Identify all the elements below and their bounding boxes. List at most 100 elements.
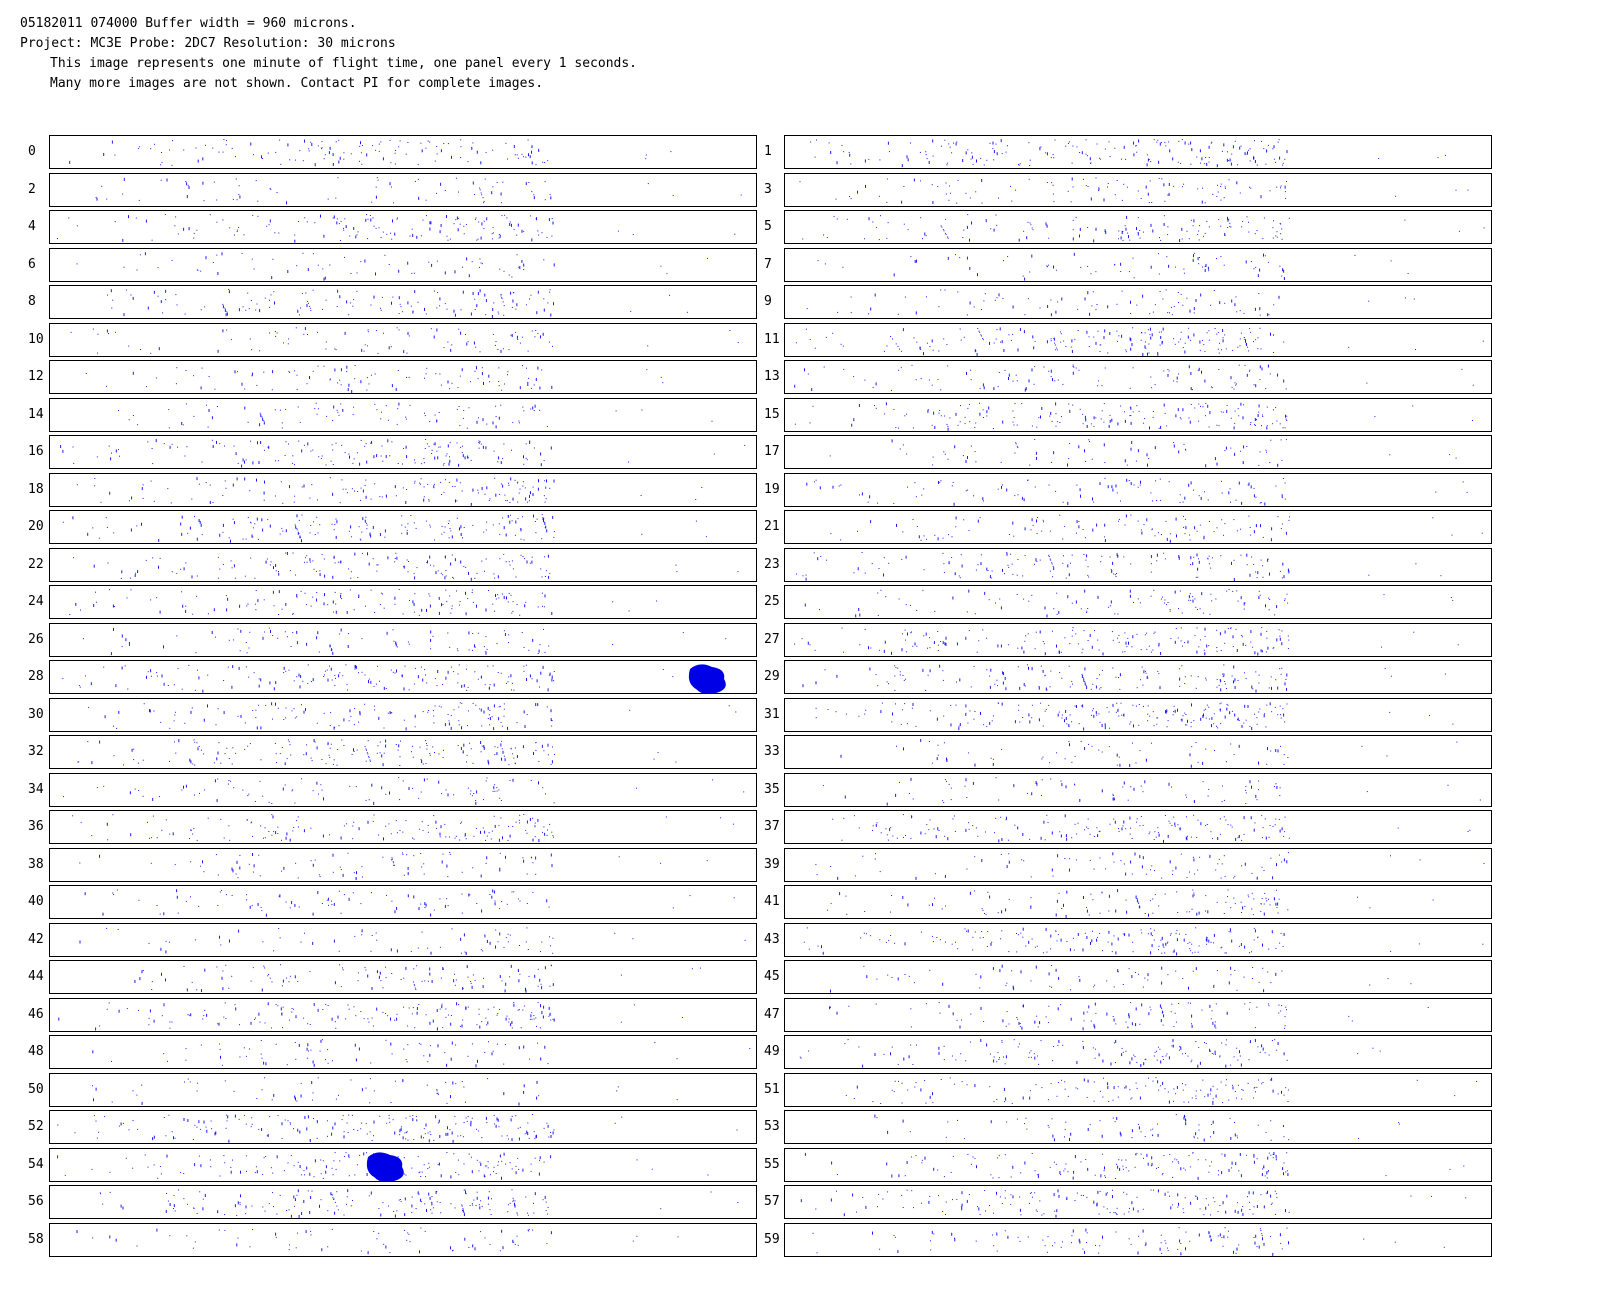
- particle-dot: [507, 839, 509, 841]
- particle-dot: [1082, 422, 1084, 424]
- particle-dot: [461, 490, 463, 491]
- particle-dot: [541, 744, 543, 748]
- particle-dot: [337, 749, 339, 750]
- particle-dot: [317, 630, 319, 634]
- particle-dot: [893, 408, 895, 410]
- particle-dot: [263, 421, 265, 424]
- particle-dot: [1093, 239, 1095, 243]
- particle-dot: [615, 409, 617, 411]
- particle-dot: [1218, 352, 1220, 354]
- particle-dot: [1274, 824, 1276, 826]
- particle-dot: [1118, 230, 1120, 232]
- particle-dot: [1116, 179, 1118, 181]
- particle-dot: [1193, 814, 1195, 816]
- particle-dot: [1253, 828, 1255, 832]
- particle-dot: [1232, 145, 1234, 149]
- particle-dot: [368, 383, 370, 385]
- particle-dot: [228, 825, 230, 827]
- particle-dot: [137, 762, 139, 764]
- particle-dot: [1103, 335, 1105, 339]
- particle-dot: [369, 759, 371, 761]
- particle-dot: [106, 198, 108, 200]
- particle-dot: [1147, 158, 1149, 162]
- particle-dot: [853, 417, 855, 421]
- particle-dot: [374, 482, 376, 484]
- particle-dot: [1142, 422, 1144, 424]
- particle-dot: [271, 275, 273, 279]
- particle-dot: [553, 302, 554, 306]
- particle-dot: [521, 259, 523, 263]
- particle-dot: [1136, 633, 1138, 635]
- particle-dot: [1033, 345, 1035, 349]
- particle-dot: [515, 576, 517, 577]
- particle-dot: [183, 785, 184, 789]
- particle-dot: [498, 381, 500, 382]
- particle-dot: [965, 777, 967, 781]
- particle-dot: [199, 520, 201, 524]
- particle-dot: [1407, 272, 1409, 274]
- particle-dot: [1013, 424, 1015, 425]
- particle-dot: [1112, 794, 1114, 796]
- particle-dot: [499, 557, 501, 559]
- particle-dot: [1179, 677, 1181, 681]
- particle-dot: [982, 337, 984, 339]
- particle-dot: [1150, 562, 1152, 564]
- particle-dot: [445, 788, 447, 790]
- particle-dot: [1158, 673, 1160, 675]
- particle-dot: [1124, 225, 1126, 227]
- particle-dot: [529, 674, 531, 678]
- particle-dot: [970, 369, 971, 371]
- particle-dot: [278, 572, 280, 576]
- particle-dot: [433, 443, 435, 445]
- particle-dot: [914, 641, 916, 645]
- particle-dot: [1210, 567, 1212, 569]
- particle-dot: [158, 795, 160, 797]
- particle-dot: [1202, 761, 1204, 765]
- particle-dot: [1224, 642, 1226, 644]
- particle-dot: [250, 822, 252, 824]
- particle-dot: [1099, 350, 1101, 352]
- particle-dot: [367, 218, 369, 220]
- particle-dot: [121, 569, 123, 573]
- particle-dot: [986, 159, 988, 161]
- particle-dot: [472, 181, 474, 184]
- particle-dot: [1223, 664, 1225, 666]
- particle-dot: [1024, 314, 1026, 316]
- particle-dot: [1259, 268, 1261, 272]
- particle-dot: [945, 218, 947, 220]
- particle-dot: [516, 154, 518, 156]
- particle-dot: [504, 494, 506, 496]
- particle-dot: [327, 742, 329, 744]
- particle-dot: [1213, 290, 1215, 291]
- particle-dot: [1184, 683, 1186, 684]
- particle-dot: [1047, 265, 1048, 267]
- particle-dot: [920, 539, 922, 541]
- particle-dot: [332, 153, 334, 156]
- particle-dot: [1064, 718, 1065, 722]
- particle-dot: [1255, 571, 1257, 572]
- particle-dot: [944, 289, 946, 291]
- particle-dot: [1112, 667, 1114, 669]
- particle-dot: [146, 675, 147, 679]
- particle-dot: [394, 163, 396, 165]
- particle-dot: [1084, 449, 1085, 453]
- particle-dot: [1104, 536, 1106, 538]
- particle-dot: [508, 633, 510, 635]
- particle-dot: [292, 462, 294, 464]
- particle-dot: [967, 489, 969, 491]
- particle-dot: [957, 291, 959, 293]
- particle-dot: [353, 750, 355, 752]
- particle-dot: [517, 338, 519, 340]
- particle-dot: [273, 831, 275, 833]
- particle-dot: [475, 799, 477, 801]
- particle-dot: [945, 193, 947, 194]
- particle-dot: [147, 306, 149, 310]
- particle-dot: [1040, 146, 1042, 148]
- particle-dot: [656, 600, 658, 602]
- particle-dot: [1189, 420, 1191, 424]
- particle-dot: [426, 443, 428, 445]
- particle-dot: [307, 302, 309, 304]
- particle-dot: [538, 234, 540, 236]
- particle-dot: [832, 332, 834, 334]
- particle-dot: [1200, 717, 1202, 721]
